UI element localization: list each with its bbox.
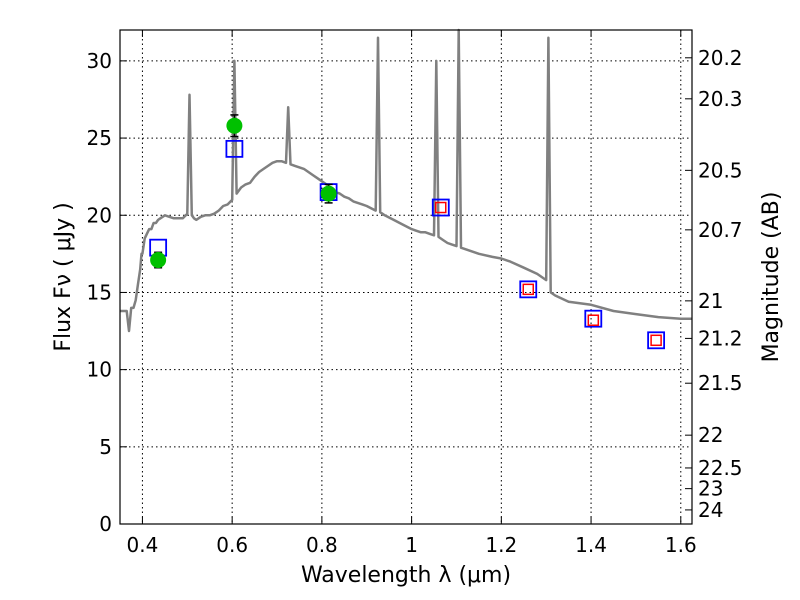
x-tick-label: 0.6 [216, 533, 248, 557]
y2-axis-title: Magnitude (AB) [759, 192, 784, 363]
tick-layer: 0.4 0.6 0.8 1 1.2 1.4 1.6 0 5 10 15 20 25 30 20.2 20.3 2… [87, 30, 743, 557]
observed-point [226, 117, 243, 134]
model-blue-square [584, 309, 603, 328]
spectrum-layer [120, 28, 692, 333]
y-tick-label: 15 [87, 280, 112, 304]
model-red-square [522, 283, 535, 296]
y2-tick-label: 21 [698, 289, 723, 313]
y2-tick-label: 20.5 [698, 158, 743, 182]
model-blue-square [647, 331, 666, 350]
model-blue-square [225, 139, 244, 158]
y2-tick-label: 24 [698, 498, 723, 522]
model-blue-square [431, 198, 450, 217]
y2-tick-label: 23 [698, 477, 723, 501]
y2-tick-label: 20.7 [698, 218, 743, 242]
observed-point [150, 252, 167, 269]
marker-layer [149, 114, 666, 350]
y2-tick-label: 20.3 [698, 87, 743, 111]
x-tick-label: 0.8 [306, 533, 338, 557]
y2-tick-label: 21.5 [698, 371, 743, 395]
y2-tick-label: 22 [698, 423, 723, 447]
y-tick-label: 10 [87, 358, 112, 382]
y-tick-label: 0 [99, 512, 112, 536]
spectrum-line [120, 28, 692, 333]
x-axis-title: Wavelength λ (μm) [301, 563, 511, 588]
y2-tick-label: 21.2 [698, 326, 743, 350]
observed-point [320, 185, 337, 202]
y-tick-label: 5 [99, 435, 112, 459]
x-tick-label: 0.4 [127, 533, 159, 557]
x-tick-label: 1.6 [665, 533, 697, 557]
model-blue-square [519, 280, 538, 299]
y-tick-label: 20 [87, 203, 112, 227]
y2-tick-label: 20.2 [698, 46, 743, 70]
grid-lines [120, 30, 692, 524]
x-tick-label: 1 [405, 533, 418, 557]
plot-frame [119, 29, 693, 525]
model-red-square [650, 334, 662, 347]
y-tick-label: 25 [87, 126, 112, 150]
y2-tick-label: 22.5 [698, 456, 743, 480]
x-tick-label: 1.2 [485, 533, 517, 557]
x-tick-label: 1.4 [575, 533, 607, 557]
y-axis-title: Flux Fν ( μJy ) [51, 202, 76, 351]
model-red-square [587, 314, 600, 326]
y-tick-label: 30 [87, 49, 112, 73]
model-red-square [435, 201, 447, 214]
